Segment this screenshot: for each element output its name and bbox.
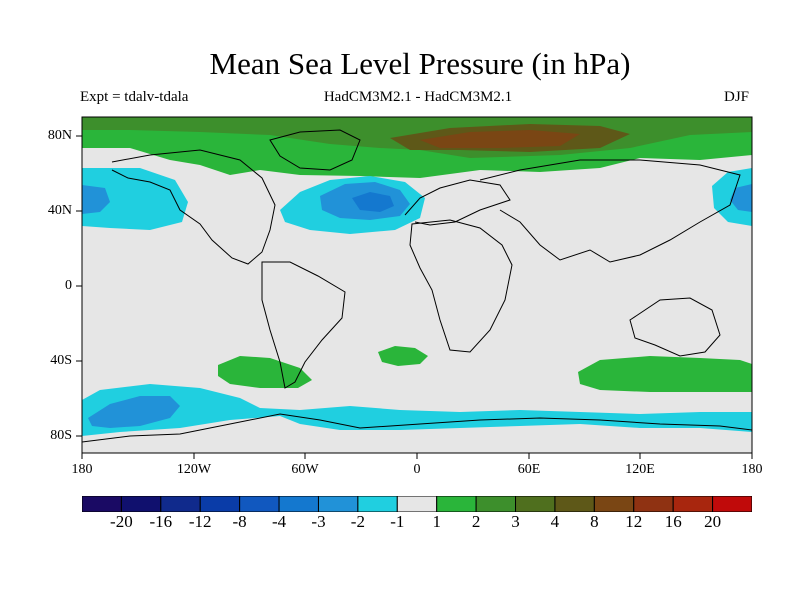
- south-pacific-positive: [218, 356, 312, 388]
- colorbar-swatch: [475, 496, 517, 512]
- colorbar-swatch: [239, 496, 280, 512]
- season-label: DJF: [724, 89, 750, 105]
- south-america-coast: [261, 261, 346, 389]
- colorbar-swatch: [712, 496, 752, 512]
- colorbar-label: 1: [432, 512, 441, 531]
- north-pacific-negative-west: [82, 168, 188, 230]
- colorbar-swatch: [672, 496, 714, 512]
- lon-label-120e: 120E: [625, 462, 655, 477]
- colorbar-swatch: [199, 496, 241, 512]
- colorbar-swatch: [515, 496, 556, 512]
- antarctic-neutral: [82, 416, 752, 453]
- colorbar-label: -1: [390, 512, 405, 531]
- pressure-field: [82, 117, 752, 453]
- colorbar-swatch: [120, 496, 162, 512]
- colorbar-label: 8: [590, 512, 599, 531]
- indian-ocean-positive: [578, 356, 752, 392]
- colorbar-swatch: [593, 496, 635, 512]
- arctic-peak-positive-region: [420, 130, 580, 148]
- lon-label-120w: 120W: [176, 462, 212, 477]
- australia-coast: [629, 297, 721, 357]
- colorbar-label: 4: [550, 512, 560, 531]
- north-america-coast: [111, 149, 276, 265]
- experiment-label: Expt = tdalv-tdala: [80, 89, 189, 105]
- lon-label-180w: 180: [71, 462, 93, 477]
- colorbar-label: 20: [704, 512, 722, 531]
- lon-label-180e: 180: [741, 462, 763, 477]
- lat-label-40s: 40S: [50, 353, 72, 368]
- colorbar-swatch: [317, 496, 359, 512]
- lon-label-60w: 60W: [291, 462, 319, 477]
- colorbar-swatch: [436, 496, 477, 512]
- lat-ticks: [76, 135, 82, 437]
- lon-ticks: [81, 453, 753, 459]
- lat-label-80s: 80S: [50, 428, 72, 443]
- colorbar-swatch: [633, 496, 674, 512]
- colorbar-label: 3: [511, 512, 520, 531]
- colorbar-label: 2: [471, 512, 481, 531]
- colorbar: [82, 496, 752, 512]
- europe-coast: [404, 179, 511, 226]
- colorbar-swatch: [160, 496, 201, 512]
- colorbar-swatch: [396, 496, 438, 512]
- north-atlantic-strong-negative: [352, 192, 394, 212]
- lon-label-0: 0: [413, 462, 421, 477]
- colorbar-label: -12: [188, 512, 212, 531]
- map-title: Mean Sea Level Pressure (in hPa): [209, 46, 631, 81]
- colorbar-swatch: [554, 496, 595, 512]
- colorbar-label: -4: [272, 512, 287, 531]
- africa-coast: [409, 219, 513, 353]
- colorbar-swatch: [278, 496, 319, 512]
- north-pacific-mid-west: [82, 185, 110, 214]
- south-atlantic-positive: [378, 346, 428, 366]
- colorbar-label: -16: [149, 512, 173, 531]
- colorbar-swatch: [357, 496, 398, 512]
- lon-label-60e: 60E: [517, 462, 541, 477]
- greenland-coast: [269, 129, 361, 171]
- colorbar-swatch: [82, 496, 122, 512]
- lat-label-80n: 80N: [47, 128, 72, 143]
- colorbar-label: -20: [110, 512, 133, 531]
- southern-ocean-mid-negative: [88, 396, 180, 428]
- colorbar-label: -3: [311, 512, 326, 531]
- lat-label-40n: 40N: [47, 203, 72, 218]
- colorbar-label: -8: [232, 512, 247, 531]
- colorbar-label: 16: [664, 512, 682, 531]
- colorbar-label: -2: [350, 512, 365, 531]
- comparison-label: HadCM3M2.1 - HadCM3M2.1: [323, 89, 513, 105]
- north-pacific-mid-east: [730, 184, 752, 212]
- lat-label-0: 0: [65, 278, 72, 293]
- colorbar-label: 12: [625, 512, 643, 531]
- asia-coast: [479, 159, 741, 263]
- antarctica-coast: [82, 413, 752, 443]
- coastlines: [82, 129, 752, 443]
